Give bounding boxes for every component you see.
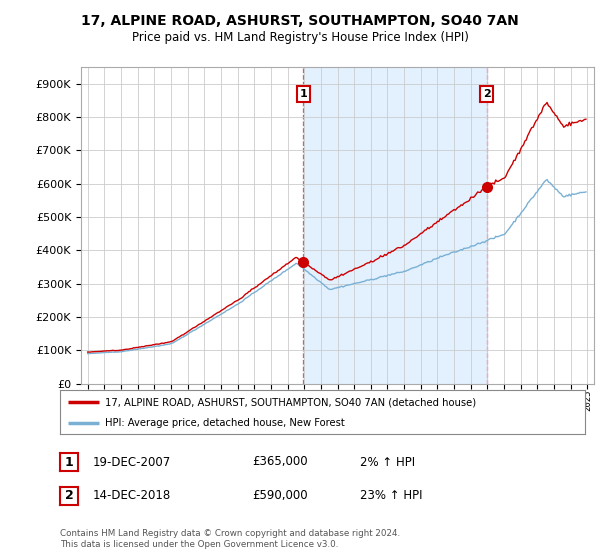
Text: £365,000: £365,000 [252, 455, 308, 469]
Bar [304, 67, 487, 384]
Text: 1: 1 [299, 89, 307, 99]
Text: 19-DEC-2007: 19-DEC-2007 [93, 455, 171, 469]
Text: 23% ↑ HPI: 23% ↑ HPI [360, 489, 422, 502]
Text: £590,000: £590,000 [252, 489, 308, 502]
Text: HPI: Average price, detached house, New Forest: HPI: Average price, detached house, New … [104, 418, 344, 428]
Text: 17, ALPINE ROAD, ASHURST, SOUTHAMPTON, SO40 7AN: 17, ALPINE ROAD, ASHURST, SOUTHAMPTON, S… [81, 14, 519, 28]
Text: Price paid vs. HM Land Registry's House Price Index (HPI): Price paid vs. HM Land Registry's House … [131, 31, 469, 44]
Text: 14-DEC-2018: 14-DEC-2018 [93, 489, 171, 502]
Text: Contains HM Land Registry data © Crown copyright and database right 2024.
This d: Contains HM Land Registry data © Crown c… [60, 529, 400, 549]
Text: 17, ALPINE ROAD, ASHURST, SOUTHAMPTON, SO40 7AN (detached house): 17, ALPINE ROAD, ASHURST, SOUTHAMPTON, S… [104, 397, 476, 407]
Text: 1: 1 [65, 455, 73, 469]
Text: 2: 2 [483, 89, 491, 99]
Text: 2: 2 [65, 489, 73, 502]
Text: 2% ↑ HPI: 2% ↑ HPI [360, 455, 415, 469]
